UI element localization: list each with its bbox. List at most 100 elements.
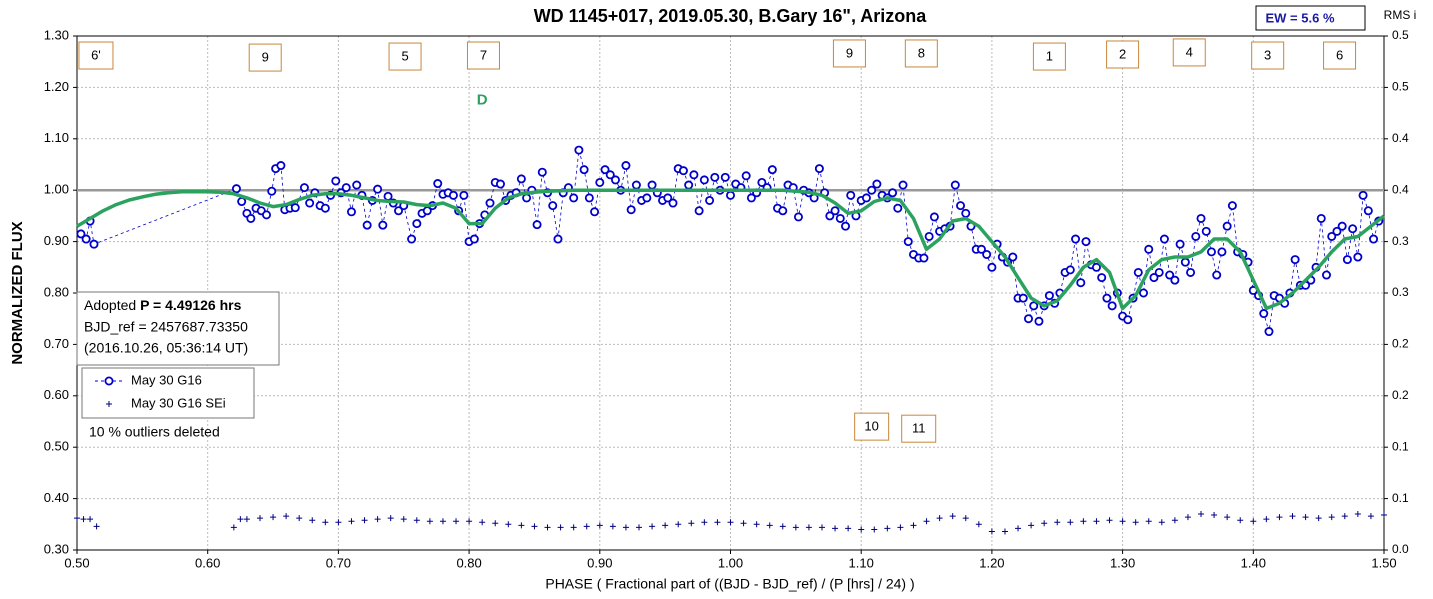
annotation-box [1032, 42, 1066, 71]
cross-point [845, 525, 852, 532]
data-point [352, 180, 362, 190]
annotation-box [466, 41, 500, 70]
y2-tick-label: 0.5 [1392, 80, 1409, 94]
data-point [574, 145, 584, 155]
data-point [569, 193, 579, 203]
annotation-label: 9 [262, 50, 269, 65]
y-tick-label: 0.80 [44, 284, 69, 299]
cross-point [1302, 514, 1309, 521]
cross-point [1237, 517, 1244, 524]
data-point [522, 193, 532, 203]
legend-label: May 30 G16 SEi [131, 395, 226, 410]
data-point [835, 213, 845, 223]
data-point [1044, 291, 1054, 301]
cross-point [1145, 518, 1152, 525]
data-point [1154, 267, 1164, 277]
annotation-box [1172, 38, 1206, 67]
data-point [595, 177, 605, 187]
data-point [1139, 288, 1149, 298]
annotation-label: 6' [91, 47, 101, 62]
data-point [741, 171, 751, 181]
cross-point [923, 518, 930, 525]
cross-point [688, 520, 695, 527]
data-point [872, 179, 882, 189]
data-point [373, 184, 383, 194]
annotation-label: 10 [864, 419, 878, 434]
annotation-label: 1 [1046, 48, 1053, 63]
cross-point [1041, 520, 1048, 527]
cross-point [609, 523, 616, 530]
chart-title: WD 1145+017, 2019.05.30, B.Gary 16", Ari… [534, 6, 928, 26]
annotation-label: 5 [401, 48, 408, 63]
y-tick-label: 0.40 [44, 490, 69, 505]
data-point [246, 213, 256, 223]
data-point [537, 167, 547, 177]
y2-tick-label: 0.2 [1392, 388, 1409, 402]
legend-label: May 30 G16 [131, 372, 202, 387]
cross-point [949, 513, 956, 520]
data-point [1196, 213, 1206, 223]
data-point [757, 177, 767, 187]
cross-point [1184, 514, 1191, 521]
data-point [267, 186, 277, 196]
data-point [919, 253, 929, 263]
cross-point [805, 524, 812, 531]
data-point [1290, 255, 1300, 265]
data-point [584, 193, 594, 203]
data-point [548, 201, 558, 211]
cross-point [466, 518, 473, 525]
cross-point [283, 513, 290, 520]
data-point [888, 188, 898, 198]
data-point [929, 212, 939, 222]
data-point [647, 180, 657, 190]
data-point [861, 193, 871, 203]
y2-tick-label: 0.3 [1392, 285, 1409, 299]
data-point [1337, 221, 1347, 231]
cross-point [439, 518, 446, 525]
data-point [1264, 327, 1274, 337]
cross-point [256, 515, 263, 522]
ew-label: EW = 5.6 % [1266, 10, 1335, 25]
x-tick-label: 0.90 [587, 555, 612, 570]
cross-point [348, 518, 355, 525]
data-point [600, 165, 610, 175]
x-tick-label: 0.80 [456, 555, 481, 570]
data-point [553, 234, 563, 244]
data-point [1149, 273, 1159, 283]
data-point [1186, 267, 1196, 277]
cross-point [93, 523, 100, 530]
annotation-label: 4 [1186, 44, 1193, 59]
data-point [237, 197, 247, 207]
cross-point [701, 519, 708, 526]
cross-point [962, 515, 969, 522]
cross-point [1119, 518, 1126, 525]
cross-point [505, 521, 512, 528]
info-prefix: Adopted [84, 297, 140, 313]
data-point [407, 234, 417, 244]
data-point [290, 203, 300, 213]
cross-point [1198, 511, 1205, 518]
cross-point [622, 524, 629, 531]
note: 10 % outliers deleted [89, 424, 220, 440]
annotation-box [1106, 40, 1140, 69]
data-point [893, 203, 903, 213]
cross-point [492, 520, 499, 527]
cross-point [309, 517, 316, 524]
cross-point [570, 524, 577, 531]
x-tick-label: 1.40 [1241, 555, 1266, 570]
data-point [231, 184, 241, 194]
data-point [705, 195, 715, 205]
annotation-box [904, 39, 938, 68]
y2-tick-label: 0.4 [1392, 182, 1409, 196]
data-point [1008, 252, 1018, 262]
data-point [1018, 293, 1028, 303]
legend-box [81, 367, 255, 419]
data-point [1175, 239, 1185, 249]
data-point [394, 206, 404, 216]
data-point [961, 208, 971, 218]
data-point [1144, 244, 1154, 254]
cross-point [557, 524, 564, 531]
data-point [1180, 257, 1190, 267]
data-point [1222, 221, 1232, 231]
annotation-box [1251, 41, 1285, 70]
